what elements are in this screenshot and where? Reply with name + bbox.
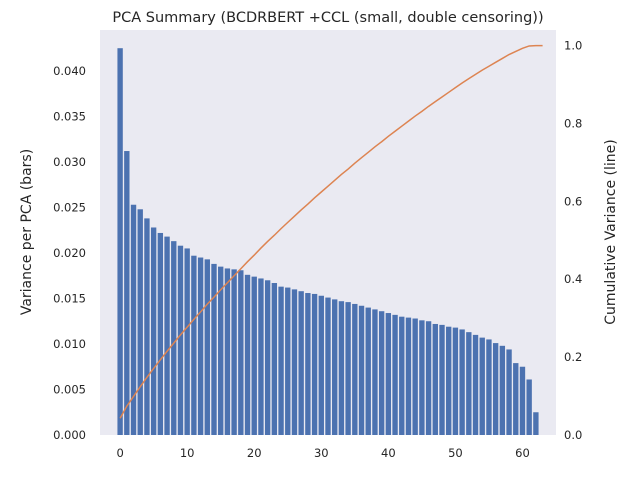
bar [264, 280, 271, 435]
bar [412, 318, 418, 435]
bar [513, 363, 519, 435]
x-tick-label: 40 [381, 446, 396, 460]
bar [150, 227, 157, 435]
bar [171, 241, 177, 435]
bar [392, 314, 398, 435]
bar [238, 270, 244, 435]
bar [432, 323, 438, 435]
y2-tick-label: 0.4 [564, 272, 582, 286]
bar [466, 332, 472, 435]
bar [251, 276, 257, 435]
bar [372, 309, 378, 435]
bar [378, 311, 385, 435]
bar [459, 329, 465, 435]
x-tick-label: 50 [448, 446, 463, 460]
bar [405, 317, 412, 435]
y-tick-label: 0.005 [53, 382, 86, 396]
bar [298, 291, 304, 435]
x-tick-label: 10 [180, 446, 195, 460]
bar [358, 305, 365, 435]
bar [311, 293, 318, 435]
bar [271, 283, 278, 435]
y2-tick-label: 0.2 [564, 350, 582, 364]
chart-title: PCA Summary (BCDRBERT +CCL (small, doubl… [112, 10, 543, 26]
bar [291, 289, 298, 435]
bar [285, 287, 291, 435]
bar [305, 293, 311, 435]
bar [345, 302, 351, 435]
bar [124, 151, 130, 436]
bar [452, 327, 459, 435]
y2-tick-label: 1.0 [564, 39, 582, 53]
bar [325, 297, 331, 435]
y2-tick-label: 0.0 [564, 428, 582, 442]
bar [157, 232, 164, 435]
y-tick-labels: 0.000 0.005 0.010 0.015 0.020 0.025 0.030 0.035… [53, 64, 86, 442]
bar [117, 48, 123, 435]
bar [425, 321, 432, 435]
y-tick-label: 0.030 [53, 155, 86, 169]
bar [231, 269, 237, 435]
bar [184, 248, 190, 435]
bar [419, 320, 425, 435]
bar [258, 278, 264, 435]
y-tick-label: 0.035 [53, 109, 86, 123]
bar [144, 218, 150, 435]
bar [224, 268, 231, 435]
bar [164, 236, 170, 435]
bar [177, 245, 184, 435]
bars-layer [117, 48, 539, 436]
bar [218, 266, 224, 435]
y2-tick-label: 0.6 [564, 194, 582, 208]
line-layer [119, 44, 543, 419]
y2-tick-label: 0.8 [564, 116, 582, 130]
y-tick-label: 0.025 [53, 200, 86, 214]
bar [506, 349, 512, 435]
y2-axis-title: Cumulative Variance (line) [603, 139, 619, 324]
bar [332, 299, 338, 435]
bar [197, 257, 204, 435]
x-tick-label: 30 [314, 446, 329, 460]
y-tick-label: 0.000 [53, 428, 86, 442]
y-tick-label: 0.015 [53, 291, 86, 305]
bar [191, 255, 197, 435]
bar [211, 263, 217, 435]
y-tick-label: 0.040 [53, 64, 86, 78]
x-tick-label: 20 [247, 446, 262, 460]
y-tick-label: 0.010 [53, 337, 86, 351]
bar [244, 274, 251, 435]
bar [204, 259, 210, 435]
bar [492, 343, 499, 435]
bar [486, 339, 492, 435]
bar [137, 209, 143, 435]
x-tick-label: 60 [515, 446, 530, 460]
y-tick-label: 0.020 [53, 246, 86, 260]
x-tick-labels: 0 10 20 30 40 50 60 [116, 446, 529, 460]
bar [318, 295, 324, 435]
bar [385, 313, 392, 435]
bar [439, 324, 445, 435]
bar [278, 286, 284, 435]
bar [472, 334, 479, 435]
bar [446, 326, 452, 435]
bar [365, 307, 371, 435]
bar [130, 204, 137, 435]
cumulative-variance-line [119, 44, 543, 419]
bar [399, 316, 405, 435]
bar [526, 379, 532, 435]
bar [533, 412, 539, 435]
bar [479, 337, 485, 435]
y-axis-title: Variance per PCA (bars) [19, 149, 35, 315]
bar [499, 345, 506, 435]
bar [338, 301, 345, 435]
x-tick-label: 0 [116, 446, 123, 460]
y2-tick-labels: 0.0 0.2 0.4 0.6 0.8 1.0 [564, 39, 582, 442]
bar [352, 303, 358, 435]
bar [519, 366, 526, 435]
